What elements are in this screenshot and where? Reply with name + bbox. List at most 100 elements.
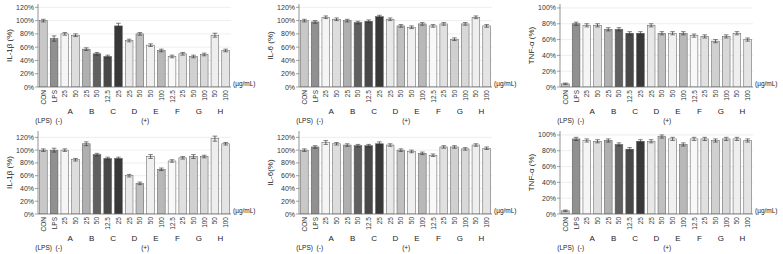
error-stem <box>315 21 316 24</box>
error-stem <box>150 155 151 159</box>
x-tick-label: 50 <box>733 217 740 225</box>
group-label: B <box>350 234 355 243</box>
error-bar <box>670 32 675 35</box>
group-label: C <box>632 234 638 243</box>
error-cap <box>574 22 579 23</box>
error-stem <box>54 148 55 152</box>
error-cap <box>452 37 457 38</box>
y-tick <box>296 60 299 61</box>
group-label: B <box>611 107 616 116</box>
error-cap <box>484 146 489 147</box>
bar <box>200 157 208 214</box>
bar <box>712 41 720 87</box>
error-cap <box>52 152 57 153</box>
bar <box>40 150 48 214</box>
group-label: G <box>718 107 724 116</box>
y-tick-label: 80% <box>281 30 295 37</box>
error-bar <box>52 148 57 152</box>
y-tick <box>296 73 299 74</box>
error-cap <box>563 211 568 212</box>
x-tick-label: 25 <box>179 217 186 225</box>
group-label: E <box>675 107 680 116</box>
error-bar <box>223 49 228 52</box>
error-stem <box>225 49 226 52</box>
x-tick-label: 25 <box>83 90 90 98</box>
error-cap <box>649 142 654 143</box>
y-tick <box>296 7 299 8</box>
bar <box>647 25 655 87</box>
panel: 0%20%40%60%80%100%CONLPS2550255012.52525… <box>527 4 778 125</box>
bar <box>125 176 133 214</box>
x-tick-label: 50 <box>594 217 601 225</box>
error-cap <box>431 156 436 157</box>
error-cap <box>73 158 78 159</box>
bar <box>418 153 426 214</box>
error-cap <box>463 147 468 148</box>
error-cap <box>670 140 675 141</box>
error-cap <box>702 140 707 141</box>
error-bar <box>606 139 611 142</box>
error-cap <box>148 154 153 155</box>
error-stem <box>347 19 348 22</box>
error-cap <box>713 138 718 139</box>
bar <box>604 29 612 87</box>
y-tick <box>296 47 299 48</box>
group-label: C <box>371 234 377 243</box>
y-tick-label: 0% <box>285 211 295 218</box>
unit-label: (µg/mL) <box>755 80 778 88</box>
bar <box>322 17 330 87</box>
error-cap <box>584 138 589 139</box>
error-cap <box>223 51 228 52</box>
y-tick-label: 80% <box>281 159 295 166</box>
bar <box>690 139 698 214</box>
group-label: D <box>132 234 138 243</box>
error-cap <box>170 57 175 58</box>
error-cap <box>116 157 121 158</box>
group-label: D <box>393 107 399 116</box>
y-tick-label: 40% <box>281 57 295 64</box>
group-label: A <box>589 234 595 243</box>
error-cap <box>681 34 686 35</box>
error-cap <box>735 34 740 35</box>
error-cap <box>606 142 611 143</box>
error-stem <box>747 139 748 142</box>
x-tick-label: 50 <box>354 90 361 98</box>
error-cap <box>660 34 665 35</box>
error-cap <box>474 143 479 144</box>
bar <box>136 34 144 87</box>
error-bar <box>399 149 404 152</box>
error-cap <box>356 23 361 24</box>
x-tick-label: 25 <box>648 217 655 225</box>
y-tick <box>557 87 560 88</box>
x-tick-label: 12.5 <box>430 90 437 103</box>
group-label: H <box>478 107 484 116</box>
x-tick-label: 50 <box>93 90 100 98</box>
error-stem <box>694 137 695 140</box>
error-bar <box>345 19 350 22</box>
bar <box>626 33 634 87</box>
error-bar <box>595 24 600 27</box>
error-cap <box>409 152 414 153</box>
bars <box>562 135 752 214</box>
group-label: H <box>739 234 745 243</box>
grid-line <box>560 7 753 8</box>
bar <box>365 21 373 87</box>
x-tick-label: 100 <box>419 90 426 101</box>
error-stem <box>726 137 727 140</box>
bar <box>376 144 384 214</box>
x-tick-label: 50 <box>472 90 479 98</box>
x-tick-label: 25 <box>344 217 351 225</box>
error-bar <box>148 155 153 159</box>
error-bar <box>180 157 185 160</box>
y-tick <box>35 137 38 138</box>
error-cap <box>563 210 568 211</box>
error-cap <box>159 49 164 50</box>
error-cap <box>95 55 100 56</box>
x-tick-label: 100 <box>201 217 208 228</box>
error-stem <box>486 25 487 28</box>
error-stem <box>433 25 434 28</box>
error-bar <box>345 144 350 147</box>
error-bar <box>563 210 568 212</box>
error-cap <box>105 55 110 56</box>
error-cap <box>420 25 425 26</box>
